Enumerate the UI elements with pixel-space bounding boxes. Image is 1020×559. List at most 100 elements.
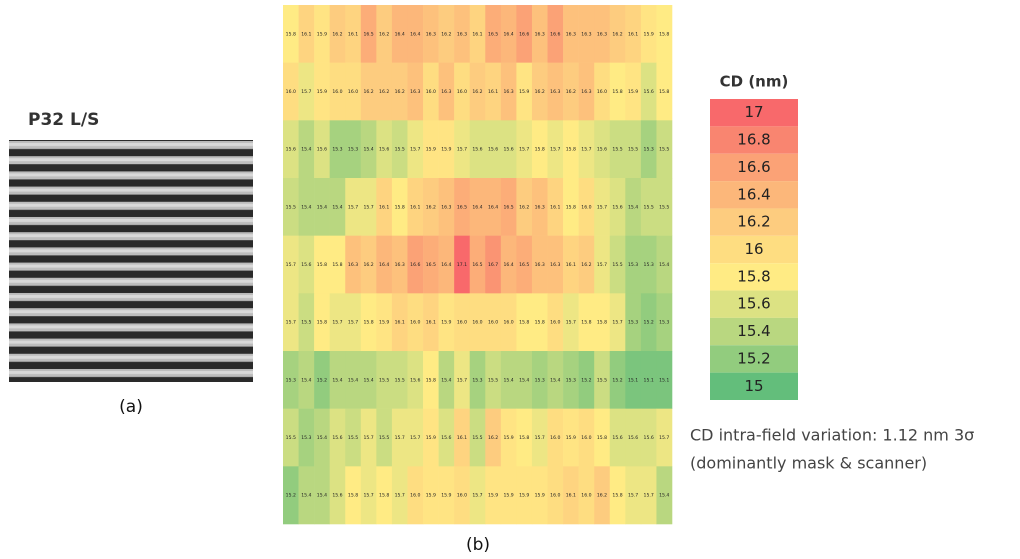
cell-label: 16.2: [395, 89, 405, 95]
cell-label: 15.5: [644, 204, 654, 210]
cell-label: 15.8: [535, 320, 545, 326]
cell-label: 15.8: [581, 320, 591, 326]
legend-label: 16.2: [737, 213, 770, 231]
cell-label: 15.2: [286, 493, 296, 499]
cell-label: 16.5: [519, 262, 529, 268]
cell-label: 16.2: [488, 435, 498, 441]
cell-label: 15.7: [332, 320, 342, 326]
cell-label: 16.3: [535, 204, 545, 210]
cell-label: 16.1: [566, 262, 576, 268]
cell-label: 16.5: [363, 31, 373, 37]
cell-label: 15.6: [332, 435, 342, 441]
panel-b-caption: (b): [466, 535, 490, 555]
cell-label: 15.7: [597, 204, 607, 210]
cell-label: 16.3: [550, 89, 560, 95]
cell-label: 15.5: [395, 377, 405, 383]
cell-label: 15.2: [581, 377, 591, 383]
cell-label: 16.3: [566, 31, 576, 37]
cell-label: 16.3: [348, 262, 358, 268]
legend-label: 15.2: [737, 349, 770, 367]
cell-label: 16.0: [550, 320, 560, 326]
cell-label: 15.3: [348, 147, 358, 153]
cell-label: 15.6: [612, 204, 622, 210]
annotation: CD intra-field variation: 1.12 nm 3σ: [690, 426, 974, 445]
cell-label: 15.5: [488, 377, 498, 383]
cell-label: 15.6: [286, 147, 296, 153]
legend-title: CD (nm): [720, 73, 789, 91]
cell-label: 15.7: [628, 493, 638, 499]
cell-label: 15.9: [426, 147, 436, 153]
cell-label: 15.6: [644, 435, 654, 441]
cell-label: 15.7: [348, 204, 358, 210]
cell-label: 15.7: [659, 435, 669, 441]
cell-label: 15.9: [644, 31, 654, 37]
cell-label: 15.7: [457, 147, 467, 153]
cell-label: 16.6: [550, 31, 560, 37]
cell-label: 15.3: [628, 320, 638, 326]
cell-label: 15.8: [612, 89, 622, 95]
cell-label: 15.5: [659, 147, 669, 153]
cell-label: 15.5: [659, 204, 669, 210]
legend-label: 16.4: [737, 185, 770, 203]
cell-label: 16.2: [566, 89, 576, 95]
cell-label: 16.3: [504, 89, 514, 95]
cell-label: 15.6: [644, 89, 654, 95]
cell-label: 15.5: [286, 435, 296, 441]
cell-label: 16.5: [426, 262, 436, 268]
cell-label: 15.3: [644, 262, 654, 268]
cell-label: 15.9: [535, 493, 545, 499]
cell-label: 15.4: [363, 147, 373, 153]
cell-label: 16.1: [457, 435, 467, 441]
cell-label: 16.0: [581, 493, 591, 499]
legend-label: 15.8: [737, 267, 770, 285]
cell-label: 15.8: [363, 320, 373, 326]
cell-label: 16.2: [441, 31, 451, 37]
cell-label: 15.3: [472, 377, 482, 383]
cell-label: 15.1: [644, 377, 654, 383]
cell-label: 15.7: [566, 320, 576, 326]
cell-label: 15.8: [659, 31, 669, 37]
cell-label: 15.5: [286, 204, 296, 210]
cell-label: 15.7: [612, 320, 622, 326]
cell-label: 16.1: [379, 204, 389, 210]
cell-label: 15.9: [441, 147, 451, 153]
cell-label: 16.0: [410, 493, 420, 499]
cell-label: 16.0: [348, 89, 358, 95]
cell-label: 16.1: [566, 493, 576, 499]
cell-label: 15.9: [519, 493, 529, 499]
cell-label: 15.9: [426, 435, 436, 441]
cell-label: 16.4: [395, 31, 405, 37]
cell-label: 15.7: [550, 147, 560, 153]
cell-label: 15.1: [659, 377, 669, 383]
cell-label: 15.7: [363, 435, 373, 441]
cell-label: 15.7: [395, 435, 405, 441]
cell-label: 15.3: [644, 147, 654, 153]
cell-label: 15.6: [301, 262, 311, 268]
cell-label: 16.2: [363, 262, 373, 268]
cell-label: 15.7: [348, 320, 358, 326]
cell-label: 16.4: [488, 204, 498, 210]
cell-label: 16.7: [488, 262, 498, 268]
cell-label: 15.5: [597, 377, 607, 383]
cell-label: 15.8: [379, 493, 389, 499]
legend-label: 15.4: [737, 322, 770, 340]
cell-label: 15.9: [426, 493, 436, 499]
cell-label: 16.0: [286, 89, 296, 95]
cell-label: 16.6: [519, 31, 529, 37]
cell-label: 15.4: [659, 493, 669, 499]
cell-label: 16.0: [581, 204, 591, 210]
cell-label: 16.4: [472, 204, 482, 210]
cell-label: 16.3: [410, 89, 420, 95]
cell-label: 16.0: [410, 320, 420, 326]
cell-label: 15.3: [535, 377, 545, 383]
cell-label: 15.3: [566, 377, 576, 383]
cell-label: 15.6: [488, 147, 498, 153]
cell-label: 16.5: [488, 31, 498, 37]
legend-label: 16.8: [737, 131, 770, 149]
cell-label: 15.7: [535, 435, 545, 441]
cell-label: 15.9: [504, 435, 514, 441]
cell-label: 16.3: [597, 31, 607, 37]
cell-label: 16.5: [504, 204, 514, 210]
cell-label: 15.1: [628, 377, 638, 383]
